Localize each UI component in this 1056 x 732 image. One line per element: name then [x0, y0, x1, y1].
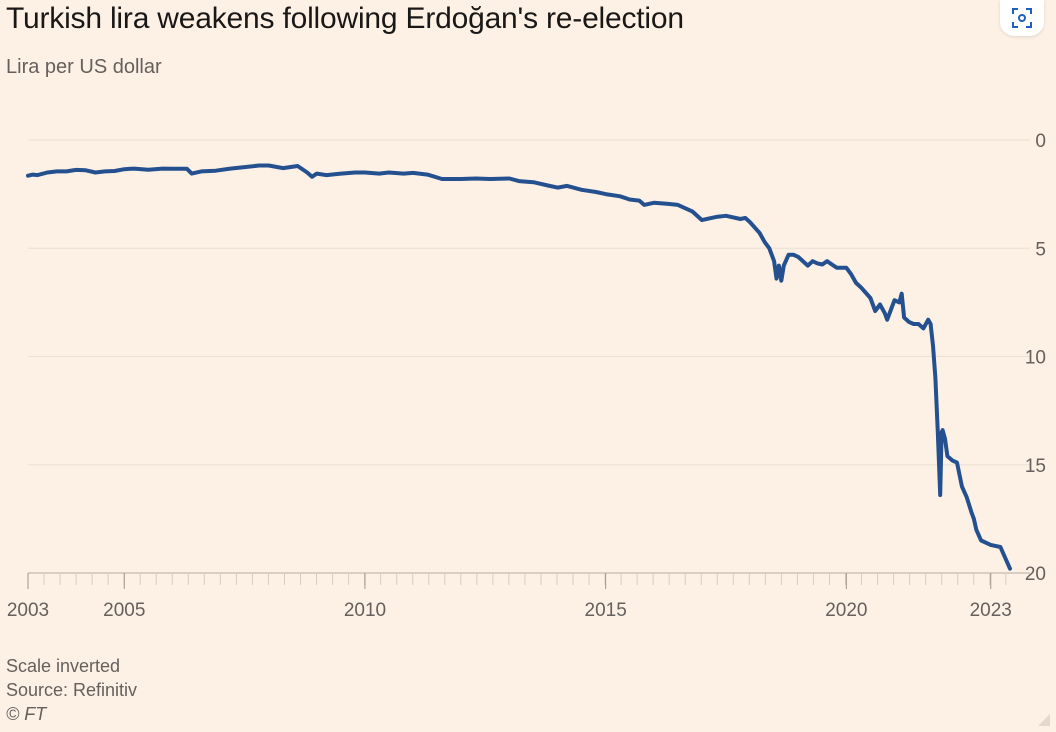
source-note: Source: Refinitiv [6, 680, 138, 700]
x-tick-label: 2015 [585, 600, 627, 621]
y-tick-label: 5 [1035, 239, 1046, 260]
x-tick-label: 2020 [825, 600, 867, 621]
resize-grip-icon[interactable] [1038, 714, 1050, 726]
x-tick-label: 2010 [344, 600, 386, 621]
grid-layer [28, 139, 1030, 466]
x-tick-label: 2005 [103, 600, 145, 621]
x-tick-label: 2023 [970, 600, 1012, 621]
series-line-lira-per-usd [26, 163, 1012, 571]
chart-subtitle: Lira per US dollar [6, 56, 162, 78]
y-tick-label: 10 [1025, 348, 1046, 369]
chart-title: Turkish lira weakens following Erdoğan's… [6, 2, 684, 35]
y-tick-label: 15 [1025, 456, 1046, 477]
y-tick-label: 20 [1025, 564, 1046, 585]
x-axis: 2003 2005 2010 2015 2020 2023 [7, 572, 1030, 621]
expand-view-icon [1012, 8, 1032, 28]
x-tick-label: 2003 [7, 600, 49, 621]
copyright: © FT [6, 704, 47, 724]
scale-note: Scale inverted [6, 656, 121, 676]
y-axis: 0 5 10 15 20 [1025, 131, 1046, 585]
expand-button[interactable] [1000, 0, 1044, 36]
y-tick-label: 0 [1035, 131, 1046, 152]
series-layer [26, 163, 1012, 571]
